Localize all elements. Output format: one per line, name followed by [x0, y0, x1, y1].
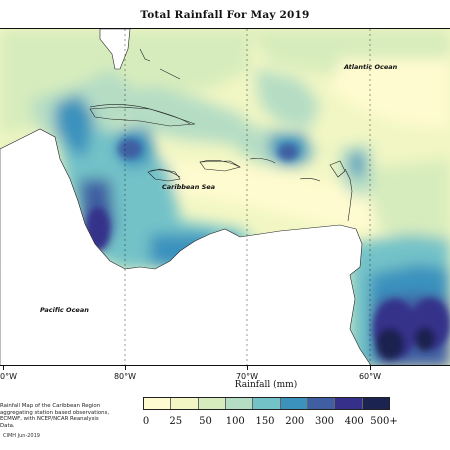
caribbean-sea-label: Caribbean Sea	[162, 183, 216, 191]
legend-tick-label: 400	[344, 416, 364, 427]
tick-70w	[247, 366, 248, 370]
longitude-label-90w: 90°W	[0, 372, 18, 381]
longitude-label-70w: 70°W	[235, 372, 259, 381]
rainfall-legend	[143, 397, 390, 410]
longitude-label-60w: 60°W	[358, 372, 382, 381]
legend-swatch	[225, 398, 254, 409]
legend-tick-label: 200	[285, 416, 305, 427]
land-masks	[0, 29, 372, 365]
legend-tick-label: 0	[142, 416, 150, 427]
legend-tick-label: 50	[199, 416, 212, 427]
atlantic-ocean-label: Atlantic Ocean	[344, 63, 398, 71]
legend-swatch	[362, 398, 389, 409]
legend-swatch	[280, 398, 308, 409]
legend-swatch	[171, 398, 199, 409]
map-credit: CIMH Jun-2019	[3, 433, 40, 439]
legend-tick-label: 300	[314, 416, 335, 427]
tick-80w	[125, 366, 126, 370]
legend-swatch	[307, 398, 336, 409]
legend-swatch	[253, 398, 281, 409]
island-outlines	[89, 48, 353, 222]
map-title: Total Rainfall For May 2019	[140, 9, 310, 21]
longitude-label-80w: 80°W	[113, 372, 137, 381]
legend-swatch	[144, 398, 172, 409]
tick-60w	[370, 366, 371, 370]
legend-tick-label: 25	[169, 416, 183, 427]
rainfall-field	[0, 29, 450, 365]
legend-swatch	[335, 398, 363, 409]
legend-tick-label: 100	[225, 416, 245, 427]
map-footnote: Rainfall Map of the Caribbean Region agg…	[0, 403, 110, 429]
legend-swatch	[198, 398, 226, 409]
rainfall-map	[0, 28, 450, 366]
longitude-gridlines	[124, 29, 371, 365]
legend-tick-label: 500+	[370, 416, 398, 427]
legend-tick-label: 150	[255, 416, 275, 427]
pacific-ocean-label: Pacific Ocean	[40, 306, 89, 314]
tick-90w	[3, 366, 4, 370]
legend-title: Rainfall (mm)	[234, 380, 298, 390]
